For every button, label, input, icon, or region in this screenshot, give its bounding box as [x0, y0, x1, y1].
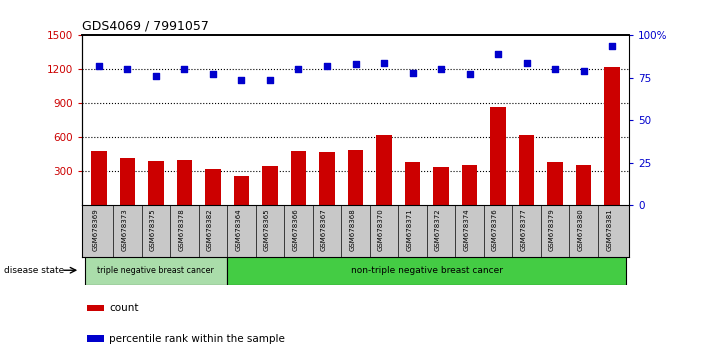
Text: GSM678365: GSM678365 — [264, 209, 270, 251]
Bar — [376, 135, 392, 205]
Bar — [519, 135, 535, 205]
Point — [578, 68, 589, 74]
Text: GSM678377: GSM678377 — [520, 209, 527, 251]
Text: GSM678364: GSM678364 — [235, 209, 242, 251]
Text: GSM678375: GSM678375 — [150, 209, 156, 251]
Bar — [87, 304, 104, 311]
Text: disease state: disease state — [4, 266, 64, 275]
Bar — [547, 162, 563, 205]
Point — [606, 43, 618, 48]
Bar — [262, 166, 278, 205]
Text: percentile rank within the sample: percentile rank within the sample — [109, 334, 285, 344]
Bar — [148, 161, 164, 205]
Text: GSM678379: GSM678379 — [549, 209, 555, 251]
Point — [378, 60, 390, 65]
Bar — [319, 152, 335, 205]
Text: triple negative breast cancer: triple negative breast cancer — [97, 266, 214, 275]
Bar — [405, 162, 420, 205]
Point — [93, 63, 105, 69]
Text: GDS4069 / 7991057: GDS4069 / 7991057 — [82, 20, 208, 33]
Bar — [604, 67, 620, 205]
Bar — [119, 158, 135, 205]
Bar — [91, 151, 107, 205]
Text: GSM678374: GSM678374 — [464, 209, 469, 251]
Point — [435, 67, 447, 72]
Point — [122, 67, 133, 72]
Point — [550, 67, 561, 72]
Point — [150, 73, 161, 79]
Point — [521, 60, 533, 65]
Bar — [234, 176, 250, 205]
Bar — [433, 167, 449, 205]
Point — [493, 51, 504, 57]
Text: GSM678369: GSM678369 — [93, 209, 99, 251]
Bar — [228, 257, 626, 285]
Text: GSM678381: GSM678381 — [606, 209, 612, 251]
Point — [293, 67, 304, 72]
Point — [236, 77, 247, 82]
Bar — [87, 335, 104, 342]
Bar — [490, 107, 506, 205]
Bar — [205, 169, 221, 205]
Text: GSM678378: GSM678378 — [178, 209, 184, 251]
Text: GSM678382: GSM678382 — [207, 209, 213, 251]
Text: GSM678372: GSM678372 — [435, 209, 441, 251]
Bar — [291, 151, 306, 205]
Text: count: count — [109, 303, 139, 313]
Text: GSM678376: GSM678376 — [492, 209, 498, 251]
Point — [464, 72, 475, 77]
Text: GSM678373: GSM678373 — [122, 209, 127, 251]
Bar — [176, 160, 192, 205]
Point — [321, 63, 333, 69]
Bar — [461, 165, 477, 205]
Text: non-triple negative breast cancer: non-triple negative breast cancer — [351, 266, 503, 275]
Text: GSM678370: GSM678370 — [378, 209, 384, 251]
Text: GSM678380: GSM678380 — [577, 209, 584, 251]
Bar — [576, 165, 592, 205]
Point — [207, 72, 218, 77]
Point — [264, 77, 276, 82]
Text: GSM678366: GSM678366 — [292, 209, 299, 251]
Bar — [348, 150, 363, 205]
Point — [350, 62, 361, 67]
Text: GSM678368: GSM678368 — [350, 209, 356, 251]
Text: GSM678371: GSM678371 — [407, 209, 412, 251]
Point — [407, 70, 418, 76]
Text: GSM678367: GSM678367 — [321, 209, 327, 251]
Bar — [85, 257, 228, 285]
Point — [178, 67, 190, 72]
